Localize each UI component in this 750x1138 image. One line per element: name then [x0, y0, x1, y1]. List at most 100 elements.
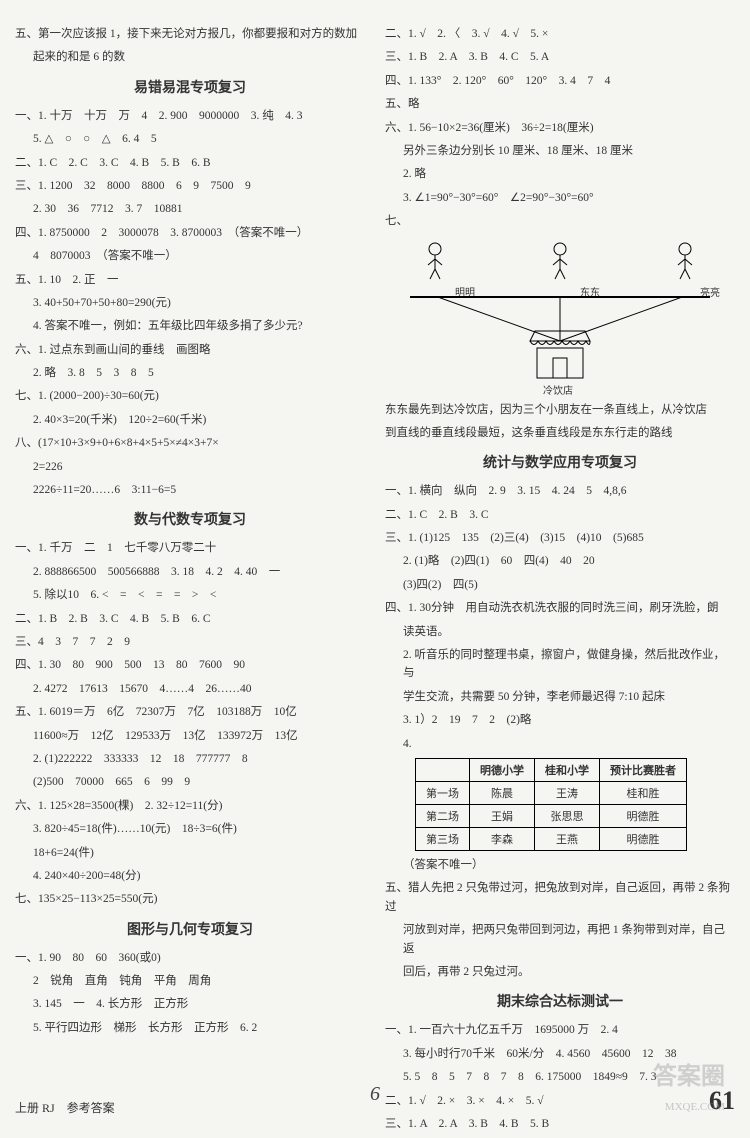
page-content: 五、第一次应该报 1，接下来无论对方报几，你都要报和对方的数加 起来的和是 6 …	[15, 20, 735, 1138]
table-header: 明德小学	[470, 758, 535, 781]
text-line: 四、1. 30分钟 用自动洗衣机洗衣服的同时洗三间，刷牙洗脸，朗	[385, 599, 735, 617]
answer-table: 明德小学 桂和小学 预计比赛胜者 第一场 陈晨 王涛 桂和胜 第二场 王娟 张思…	[415, 758, 687, 851]
text-line: 一、1. 千万 二 1 七千零八万零二十	[15, 539, 365, 557]
text-line: 5. 除以10 6. < = < = = > <	[15, 586, 365, 604]
text-line: 2. (1)略 (2)四(1) 60 四(4) 40 20	[385, 552, 735, 570]
person-icon	[670, 241, 700, 281]
text-line: 2. 888866500 500566888 3. 18 4. 2 4. 40 …	[15, 563, 365, 581]
watermark: 答案圈	[653, 1056, 725, 1091]
text-line: 到直线的垂直线段最短，这条垂直线段是东东行走的路线	[385, 424, 735, 442]
text-line: 2. 40×3=20(千米) 120÷2=60(千米)	[15, 411, 365, 429]
table-cell: 明德胜	[600, 804, 687, 827]
text-line: 河放到对岸，把两只兔带回到河边，再把 1 条狗带到对岸，自己返	[385, 921, 735, 958]
person-icon	[420, 241, 450, 281]
text-line: 三、1. B 2. A 3. B 4. C 5. A	[385, 48, 735, 66]
text-line: 2. (1)222222 333333 12 18 777777 8	[15, 750, 365, 768]
text-line: 六、1. 56−10×2=36(厘米) 36÷2=18(厘米)	[385, 119, 735, 137]
text-line: (2)500 70000 665 6 99 9	[15, 773, 365, 791]
text-line: 2 锐角 直角 钝角 平角 周角	[15, 972, 365, 990]
watermark-url: MXQE.COM	[665, 1101, 725, 1113]
text-line: 5. △ ○ ○ △ 6. 4 5	[15, 130, 365, 148]
section-title: 易错易混专项复习	[15, 77, 365, 97]
text-line: 四、1. 30 80 900 500 13 80 7600 90	[15, 656, 365, 674]
text-line: 2=226	[15, 458, 365, 476]
text-line: 3. 145 一 4. 长方形 正方形	[15, 995, 365, 1013]
text-line: 3. ∠1=90°−30°=60° ∠2=90°−30°=60°	[385, 189, 735, 207]
text-line: (3)四(2) 四(5)	[385, 576, 735, 594]
text-line: 四、1. 133° 2. 120° 60° 120° 3. 4 7 4	[385, 72, 735, 90]
table-cell: 王燕	[535, 827, 600, 850]
table-header: 预计比赛胜者	[600, 758, 687, 781]
shop-label: 冷饮店	[543, 382, 573, 397]
text-line: 3. 820÷45=18(件)……10(元) 18÷3=6(件)	[15, 820, 365, 838]
text-line: 三、1. (1)125 135 (2)三(4) (3)15 (4)10 (5)6…	[385, 529, 735, 547]
text-line: 七、135×25−113×25=550(元)	[15, 890, 365, 908]
table-row: 第三场 李森 王燕 明德胜	[416, 827, 687, 850]
text-line: 东东最先到达冷饮店，因为三个小朋友在一条直线上，从冷饮店	[385, 401, 735, 419]
table-cell: 王涛	[535, 781, 600, 804]
table-header	[416, 758, 470, 781]
text-line: 2226÷11=20……6 3:11−6=5	[15, 481, 365, 499]
text-line: 另外三条边分别长 10 厘米、18 厘米、18 厘米	[385, 142, 735, 160]
section-title: 期末综合达标测试一	[385, 991, 735, 1011]
text-line: 三、4 3 7 7 2 9	[15, 633, 365, 651]
text-line: 五、猎人先把 2 只兔带过河，把兔放到对岸，自己返回，再带 2 条狗过	[385, 879, 735, 916]
footer-left: 上册 RJ 参考答案	[15, 1099, 115, 1116]
section-title: 数与代数专项复习	[15, 509, 365, 529]
text-line: 4.	[385, 735, 735, 753]
table-cell: 第一场	[416, 781, 470, 804]
left-column: 五、第一次应该报 1，接下来无论对方报几，你都要报和对方的数加 起来的和是 6 …	[15, 20, 365, 1138]
diagram: 明明 东东 亮亮 冷饮店	[400, 236, 720, 396]
table-cell: 李森	[470, 827, 535, 850]
text-line: 四、1. 8750000 2 3000078 3. 8700003 （答案不唯一…	[15, 224, 365, 242]
text-line: 六、1. 过点东到画山间的垂线 画图略	[15, 341, 365, 359]
text-line: 回后，再带 2 只兔过河。	[385, 963, 735, 981]
text-line: 二、1. √ 2. 〈 3. √ 4. √ 5. ×	[385, 25, 735, 43]
text-line: 五、1. 6019＝万 6亿 72307万 7亿 103188万 10亿	[15, 703, 365, 721]
text-line: 二、1. C 2. C 3. C 4. B 5. B 6. B	[15, 154, 365, 172]
section-title: 统计与数学应用专项复习	[385, 452, 735, 472]
text-line: 4. 240×40÷200=48(分)	[15, 867, 365, 885]
text-line: 5. 平行四边形 梯形 长方形 正方形 6. 2	[15, 1019, 365, 1037]
text-line: 18+6=24(件)	[15, 844, 365, 862]
text-line: 七、	[385, 212, 735, 230]
table-row: 第二场 王娟 张思思 明德胜	[416, 804, 687, 827]
right-column: 二、1. √ 2. 〈 3. √ 4. √ 5. × 三、1. B 2. A 3…	[385, 20, 735, 1138]
text-line: 2. 略 3. 8 5 3 8 5	[15, 364, 365, 382]
table-cell: 明德胜	[600, 827, 687, 850]
text-line: 2. 听音乐的同时整理书桌，擦窗户，做健身操，然后批改作业，与	[385, 646, 735, 683]
text-line: 五、第一次应该报 1，接下来无论对方报几，你都要报和对方的数加	[15, 25, 365, 43]
text-line: 2. 30 36 7712 3. 7 10881	[15, 200, 365, 218]
text-line: 五、略	[385, 95, 735, 113]
text-line: 4 8070003 （答案不唯一）	[15, 247, 365, 265]
text-line: 八、(17×10+3×9+0+6×8+4×5+5×≠4×3+7×	[15, 434, 365, 452]
table-header: 桂和小学	[535, 758, 600, 781]
text-line: 七、1. (2000−200)÷30=60(元)	[15, 387, 365, 405]
table-cell: 陈晨	[470, 781, 535, 804]
text-line: 一、1. 90 80 60 360(或0)	[15, 949, 365, 967]
table-cell: 张思思	[535, 804, 600, 827]
table-cell: 桂和胜	[600, 781, 687, 804]
person-icon	[545, 241, 575, 281]
handwritten-number: 6	[370, 1083, 380, 1106]
text-line: 六、1. 125×28=3500(棵) 2. 32÷12=11(分)	[15, 797, 365, 815]
text-line: 2. 4272 17613 15670 4……4 26……40	[15, 680, 365, 698]
table-cell: 第二场	[416, 804, 470, 827]
text-line: 二、1. C 2. B 3. C	[385, 506, 735, 524]
text-line: 起来的和是 6 的数	[15, 48, 365, 66]
text-line: 学生交流，共需要 50 分钟，李老师最迟得 7:10 起床	[385, 688, 735, 706]
text-line: 一、1. 十万 十万 万 4 2. 900 9000000 3. 纯 4. 3	[15, 107, 365, 125]
shop-icon: 冷饮店	[525, 326, 595, 381]
table-row: 明德小学 桂和小学 预计比赛胜者	[416, 758, 687, 781]
text-line: 五、1. 10 2. 正 一	[15, 271, 365, 289]
section-title: 图形与几何专项复习	[15, 919, 365, 939]
text-line: 读英语。	[385, 623, 735, 641]
text-line: 3. 1）2 19 7 2 (2)略	[385, 711, 735, 729]
table-cell: 第三场	[416, 827, 470, 850]
table-cell: 王娟	[470, 804, 535, 827]
text-line: 一、1. 一百六十九亿五千万 1695000 万 2. 4	[385, 1021, 735, 1039]
text-line: 11600≈万 12亿 129533万 13亿 133972万 13亿	[15, 727, 365, 745]
text-line: 二、1. B 2. B 3. C 4. B 5. B 6. C	[15, 610, 365, 628]
text-line: 4. 答案不唯一，例如：五年级比四年级多捐了多少元?	[15, 317, 365, 335]
text-line: 三、1. 1200 32 8000 8800 6 9 7500 9	[15, 177, 365, 195]
